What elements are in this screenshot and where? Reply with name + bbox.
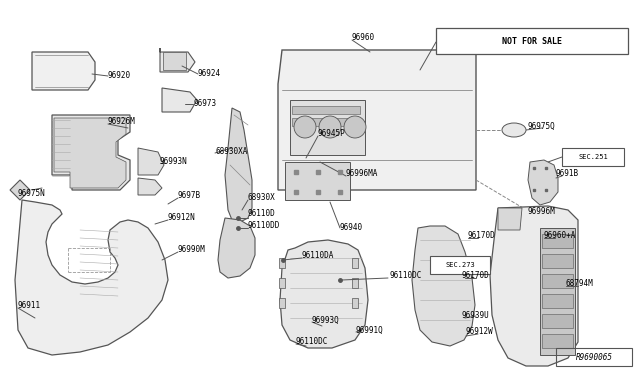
Polygon shape [138,148,164,175]
Text: 96991Q: 96991Q [356,326,384,334]
Polygon shape [163,52,186,70]
Polygon shape [52,115,130,190]
Circle shape [437,31,459,53]
Polygon shape [412,226,475,346]
Polygon shape [290,100,365,155]
Polygon shape [540,228,575,355]
Text: 68930XA: 68930XA [215,147,248,155]
Text: 96990M: 96990M [178,246,205,254]
Text: 96920: 96920 [108,71,131,80]
Polygon shape [292,118,360,126]
Polygon shape [15,200,168,355]
Polygon shape [542,334,573,348]
Polygon shape [528,160,558,205]
Polygon shape [292,106,360,114]
Text: 96912N: 96912N [168,214,196,222]
Text: 96975N: 96975N [18,189,45,199]
Polygon shape [218,218,255,278]
Polygon shape [285,162,350,200]
Text: R9690065: R9690065 [575,353,612,362]
Text: 96912W: 96912W [466,327,493,337]
Text: 96110DC: 96110DC [296,337,328,346]
Polygon shape [498,208,522,230]
Polygon shape [279,258,285,268]
Polygon shape [138,178,162,195]
Text: 96960: 96960 [352,33,375,42]
Text: NOT FOR SALE: NOT FOR SALE [502,36,562,45]
Text: 96945P: 96945P [318,129,346,138]
Polygon shape [352,298,358,308]
Text: 96975Q: 96975Q [528,122,556,131]
Polygon shape [54,118,126,188]
Polygon shape [10,180,30,200]
Polygon shape [162,88,197,112]
Text: 96170D: 96170D [468,231,496,241]
Polygon shape [542,234,573,248]
Polygon shape [225,108,252,222]
Text: SEC.273: SEC.273 [445,262,475,268]
Text: 96110DD: 96110DD [248,221,280,231]
Text: 9691B: 9691B [556,170,579,179]
Text: 96170D: 96170D [462,272,490,280]
Text: 96996MA: 96996MA [346,170,378,179]
Polygon shape [279,278,285,288]
Polygon shape [160,48,195,72]
Text: 9697B: 9697B [178,192,201,201]
Ellipse shape [502,123,526,137]
Polygon shape [542,274,573,288]
Text: 68930X: 68930X [248,193,276,202]
Text: 96911: 96911 [18,301,41,311]
Circle shape [294,116,316,138]
Text: 96940: 96940 [340,224,363,232]
Circle shape [457,31,479,53]
Polygon shape [542,294,573,308]
Text: 96110DC: 96110DC [390,272,422,280]
Text: 96924: 96924 [198,70,221,78]
Text: 96993N: 96993N [160,157,188,166]
Text: 96926M: 96926M [108,118,136,126]
Polygon shape [352,278,358,288]
Text: 96110D: 96110D [248,208,276,218]
Polygon shape [352,258,358,268]
FancyBboxPatch shape [562,148,624,166]
FancyBboxPatch shape [436,28,628,54]
Text: 68794M: 68794M [566,279,594,289]
Text: 96996M: 96996M [528,208,556,217]
Polygon shape [279,298,285,308]
Text: 96960+A: 96960+A [544,231,577,241]
Polygon shape [542,314,573,328]
Text: SEC.251: SEC.251 [578,154,608,160]
Circle shape [319,116,341,138]
FancyBboxPatch shape [430,256,490,274]
Polygon shape [32,52,95,90]
Polygon shape [490,206,578,366]
Circle shape [344,116,366,138]
Text: 96993Q: 96993Q [312,315,340,324]
Text: 96110DA: 96110DA [302,251,334,260]
Text: 96939U: 96939U [462,311,490,321]
Polygon shape [278,50,476,190]
Text: 96973: 96973 [193,99,216,109]
Polygon shape [280,240,368,348]
Polygon shape [542,254,573,268]
